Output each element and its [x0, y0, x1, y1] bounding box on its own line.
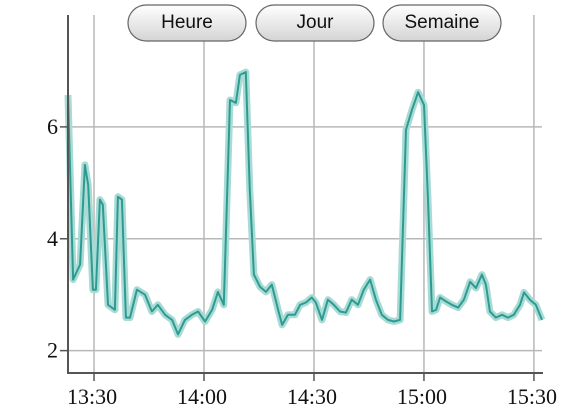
grid — [68, 15, 542, 373]
button-bg — [255, 4, 375, 42]
plot — [64, 68, 546, 338]
x-tick-label: 13:30 — [67, 384, 117, 409]
button-bg — [382, 4, 502, 42]
x-tick-label: 15:30 — [507, 384, 557, 409]
button[interactable]: Semaine — [382, 4, 502, 42]
y-tick-label: 4 — [47, 226, 58, 251]
button-bg — [127, 4, 247, 42]
button-label: Semaine — [405, 12, 480, 33]
button-label: Heure — [161, 12, 213, 33]
y-tick-label: 6 — [47, 114, 58, 139]
tick-labels: 2 4 6 13:30 14:00 14:30 15:00 15:30 — [47, 114, 557, 409]
x-tick-label: 14:00 — [177, 384, 227, 409]
line — [67, 71, 543, 336]
button[interactable]: Heure — [127, 4, 247, 42]
button-label: Jour — [297, 12, 335, 33]
x-tick-label: 14:30 — [287, 384, 337, 409]
button-bar: Heure Jour Semaine — [127, 4, 502, 42]
line-band — [64, 68, 546, 338]
x-tick-label: 15:00 — [397, 384, 447, 409]
y-tick-label: 2 — [47, 338, 58, 363]
button[interactable]: Jour — [255, 4, 375, 42]
